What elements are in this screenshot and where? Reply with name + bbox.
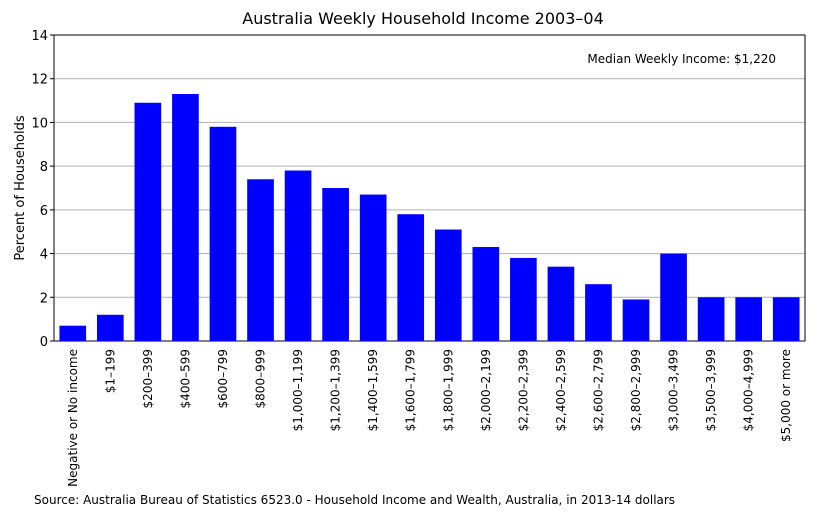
- x-tick-label: $3,500–3,999: [704, 349, 718, 431]
- y-tick-label: 2: [40, 291, 48, 306]
- x-tick-label: $800–999: [254, 349, 268, 408]
- x-tick-label: $1,800–1,999: [441, 349, 455, 431]
- bar: [397, 214, 425, 341]
- y-tick-label: 4: [40, 248, 48, 263]
- bar: [96, 314, 124, 341]
- y-tick-label: 8: [40, 160, 48, 175]
- x-tick-label: $4,000–4,999: [742, 349, 756, 431]
- bar: [772, 297, 800, 341]
- annotation: Median Weekly Income: $1,220: [587, 52, 776, 66]
- x-tick-label: $2,200–2,399: [516, 349, 530, 431]
- bar: [247, 179, 274, 341]
- x-tick-label: $1–199: [103, 349, 117, 393]
- x-tick-label: $3,000–3,499: [667, 349, 681, 431]
- x-tick-label: $5,000 or more: [779, 349, 793, 442]
- y-tick-label: 14: [31, 29, 48, 44]
- bar: [510, 257, 537, 341]
- x-tick-label: $600–799: [216, 349, 230, 408]
- x-tick-label: $1,400–1,599: [366, 349, 380, 431]
- chart-title: Australia Weekly Household Income 2003–0…: [242, 9, 604, 28]
- x-tick-label: $1,000–1,199: [291, 349, 305, 431]
- x-tick-label: Negative or No income: [66, 349, 80, 487]
- y-tick-label: 6: [40, 204, 48, 219]
- bar: [172, 94, 199, 341]
- bar: [434, 229, 462, 341]
- bar: [660, 253, 687, 341]
- x-tick-label: $2,600–2,799: [591, 349, 605, 431]
- source-note: Source: Australia Bureau of Statistics 6…: [34, 493, 675, 507]
- bar: [585, 284, 612, 341]
- bar: [547, 266, 575, 341]
- plot-frame: [53, 34, 806, 342]
- bar: [622, 299, 650, 341]
- x-tick-label: $1,200–1,399: [329, 349, 343, 431]
- bar: [322, 188, 349, 341]
- y-tick-label: 10: [31, 116, 48, 131]
- bar: [284, 170, 312, 341]
- x-tick-label: $400–599: [178, 349, 192, 408]
- x-tick-label: $2,000–2,199: [479, 349, 493, 431]
- x-tick-label: $1,600–1,799: [404, 349, 418, 431]
- y-axis-label: Percent of Households: [13, 115, 28, 261]
- y-tick-label: 12: [31, 73, 48, 88]
- bar: [134, 102, 162, 341]
- x-tick-label: $2,400–2,599: [554, 349, 568, 431]
- bar: [472, 247, 500, 341]
- bar: [735, 297, 763, 341]
- bar: [209, 126, 237, 341]
- bar: [59, 325, 87, 341]
- bar: [359, 194, 387, 341]
- y-tick-label: 0: [40, 335, 48, 350]
- x-tick-label: $2,800–2,999: [629, 349, 643, 431]
- bar: [697, 297, 725, 341]
- x-tick-label: $200–399: [141, 349, 155, 408]
